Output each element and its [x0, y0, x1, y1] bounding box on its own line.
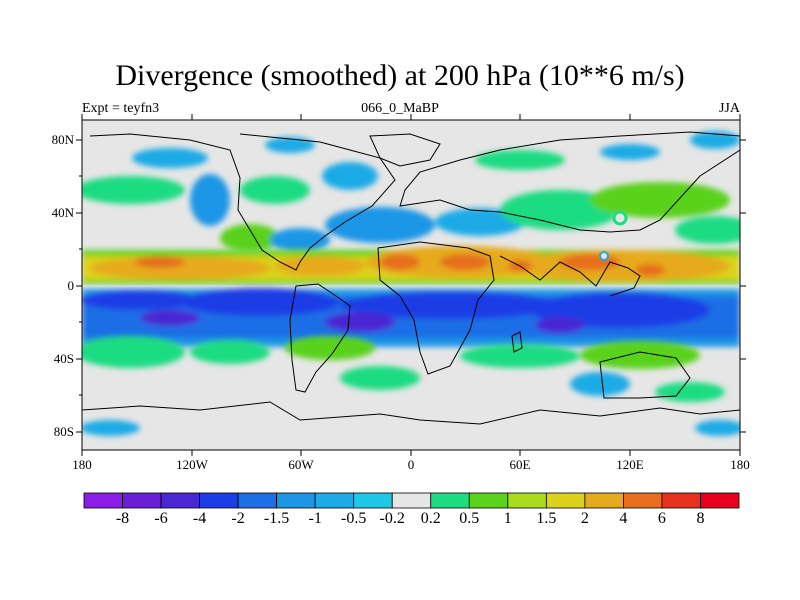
lon-label-180-right: 180: [730, 457, 750, 472]
madagascar-coast: [511, 331, 523, 353]
colorbar-box: [507, 492, 547, 509]
colorbar-box: [623, 492, 663, 509]
colorbar-label: -1: [308, 510, 322, 527]
colorbar-label: -1.5: [263, 510, 290, 527]
colorbar-box: [314, 492, 355, 509]
colorbar-box: [237, 492, 278, 509]
coastlines: [82, 131, 740, 425]
lon-label-60w: 60W: [288, 457, 314, 472]
equator-zero-band: [82, 285, 740, 289]
australia-coast: [599, 351, 691, 399]
colorbar-box: [584, 492, 624, 509]
colorbar-label: -2: [231, 510, 245, 527]
colorbar: [83, 492, 740, 509]
colorbar-label: -0.5: [341, 510, 367, 527]
period-label: 066_0_MaBP: [361, 101, 439, 116]
colorbar-box: [160, 492, 200, 509]
lon-label-60e: 60E: [509, 457, 531, 472]
arabia-india-coast: [499, 255, 641, 297]
colorbar-box: [122, 492, 162, 509]
lat-ticks: [76, 139, 746, 433]
contour-field: [82, 120, 740, 450]
colorbar-label: 0.2: [420, 510, 441, 527]
colorbar-label: -0.2: [379, 510, 405, 527]
colorbar-label: -6: [154, 510, 168, 527]
tropical-negative-band: [82, 288, 740, 347]
season-label: JJA: [718, 101, 740, 116]
colorbar-box: [430, 492, 470, 509]
lon-label-0: 0: [407, 457, 415, 472]
colorbar-label: 6: [657, 510, 666, 527]
antarctica-coast: [82, 401, 740, 425]
colorbar-box: [391, 492, 432, 509]
lon-ticks: [81, 114, 741, 456]
colorbar-box: [545, 492, 586, 509]
lat-label-80s: 80S: [53, 424, 74, 439]
island-features: [599, 210, 628, 261]
colorbar-box: [276, 492, 316, 509]
colorbar-box: [468, 492, 509, 509]
africa-coast: [377, 241, 495, 375]
colorbar-label: -8: [115, 510, 130, 527]
greenland-coast: [369, 133, 441, 167]
colorbar-label: 1: [503, 510, 512, 527]
lon-label-120w: 120W: [176, 457, 208, 472]
experiment-label: Expt = teyfn3: [82, 101, 160, 116]
tropical-positive-band: [82, 246, 740, 284]
colorbar-label: 8: [696, 510, 705, 527]
south-america-coast: [289, 283, 351, 393]
colorbar-label: -4: [192, 510, 207, 527]
southern-patches: [82, 336, 740, 436]
colorbar-box: [199, 492, 239, 509]
lon-label-180-left: 180: [72, 457, 92, 472]
colorbar-box: [83, 492, 123, 509]
lat-label-80n: 80N: [51, 132, 74, 147]
colorbar-label: 2: [580, 510, 589, 527]
lat-label-equator: 0: [67, 278, 75, 293]
colorbar-box: [661, 492, 701, 509]
colorbar-box: [353, 492, 393, 509]
northern-patches: [82, 131, 740, 252]
north-america-coast: [89, 133, 396, 271]
colorbar-label: 1.5: [536, 510, 557, 527]
colorbar-label: 0.5: [459, 510, 480, 527]
lat-label-40s: 40S: [53, 351, 74, 366]
colorbar-label: 4: [619, 510, 628, 527]
lon-label-120e: 120E: [616, 457, 644, 472]
eurasia-coast: [399, 131, 740, 233]
plot-title: Divergence (smoothed) at 200 hPa (10**6 …: [115, 59, 685, 92]
colorbar-box: [700, 492, 740, 509]
lat-label-40n: 40N: [51, 205, 74, 220]
